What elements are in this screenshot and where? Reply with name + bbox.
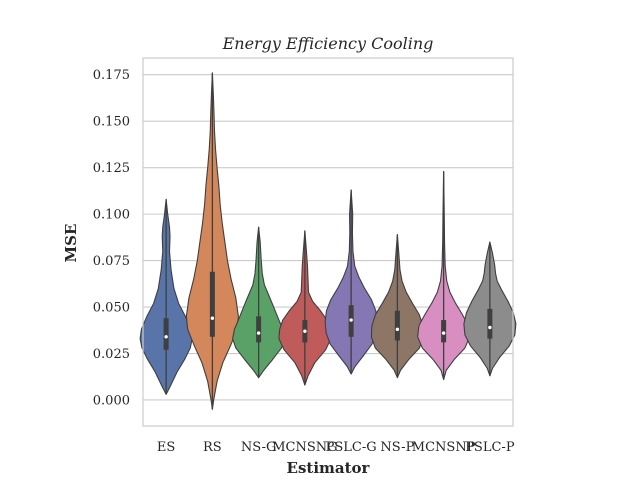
x-tick-label: MCNSNP	[412, 440, 476, 455]
violin-iqr-box	[256, 316, 262, 343]
violin-median	[395, 327, 400, 332]
y-tick-label: 0.125	[93, 161, 130, 176]
y-tick-labels: 0.000 0.025 0.050 0.075 0.100 0.125 0.150 0.175	[93, 68, 130, 408]
violin-median	[303, 329, 307, 333]
x-tick-label: PSLC-G	[326, 440, 377, 455]
violin-median	[210, 316, 215, 320]
violin-median	[441, 331, 446, 335]
violin-median	[164, 335, 168, 339]
x-tick-label: PSLC-P	[465, 440, 515, 455]
violin-iqr-box	[441, 320, 447, 343]
chart-title: Energy Efficiency Cooling	[222, 34, 434, 53]
violin-median	[349, 318, 353, 322]
y-tick-label: 0.175	[93, 68, 130, 83]
violins	[139, 72, 517, 410]
violin-iqr-box	[163, 318, 169, 350]
x-axis-title: Estimator	[287, 459, 371, 477]
y-tick-label: 0.100	[93, 208, 130, 223]
violin-iqr-box	[394, 310, 400, 341]
y-tick-label: 0.075	[93, 254, 130, 269]
y-tick-label: 0.050	[93, 301, 130, 316]
violin-median	[256, 331, 261, 335]
x-tick-label: NS-G	[241, 440, 277, 455]
y-axis-title: MSE	[62, 224, 80, 263]
x-tick-label: RS	[203, 440, 222, 455]
violin-iqr-box	[209, 271, 215, 337]
y-tick-label: 0.025	[93, 347, 130, 362]
violin-iqr-box	[487, 308, 493, 339]
plot-frame	[142, 57, 514, 427]
y-tick-label: 0.150	[93, 115, 130, 130]
x-tick-label: NS-P	[380, 440, 414, 455]
y-tick-label: 0.000	[93, 393, 130, 408]
x-tick-label: MCNSNG	[272, 440, 337, 455]
x-tick-label: ES	[157, 440, 175, 455]
violin-median	[488, 325, 492, 330]
